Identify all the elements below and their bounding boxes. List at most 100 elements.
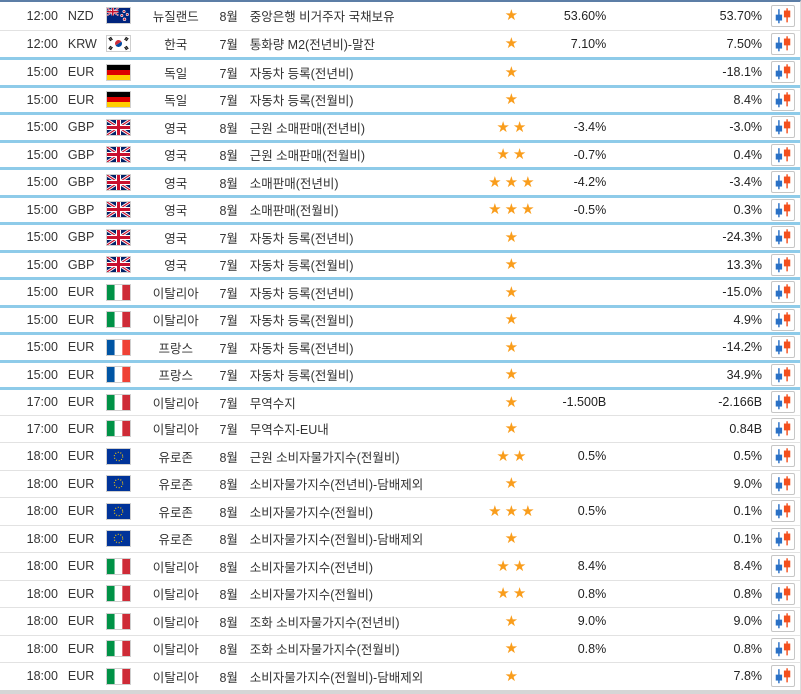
open-chart-button[interactable] <box>770 171 795 194</box>
event-name-link[interactable]: 자동차 등록(전년비) <box>249 231 354 246</box>
importance-stars: ★★★ <box>465 504 560 519</box>
candlestick-chart-icon <box>775 668 790 684</box>
open-chart-button[interactable] <box>770 610 795 633</box>
event-row[interactable]: 15:00 EUR 프랑스 7월 자동차 등록(전월비) ★ 34.9% <box>0 359 800 387</box>
event-row[interactable]: 17:00 EUR 이탈리아 7월 무역수지-EU내 ★ 0.84B <box>0 414 800 442</box>
event-name-link[interactable]: 소비자물가지수(전월비) <box>249 505 374 520</box>
event-row[interactable]: 12:00 NZD 뉴질랜드 8월 중앙은행 비거주자 국채보유 ★ 53.60… <box>0 2 800 30</box>
event-row[interactable]: 18:00 EUR 유로존 8월 소비자물가지수(전월비) ★★★ 0.5% 0… <box>0 497 800 525</box>
country-flag <box>100 530 138 548</box>
open-chart-button[interactable] <box>770 582 795 605</box>
open-chart-button[interactable] <box>770 637 795 660</box>
open-chart-button[interactable] <box>770 363 795 386</box>
event-name-link[interactable]: 소매판매(전년비) <box>249 176 339 191</box>
previous-value: 0.1% <box>733 531 763 546</box>
event-row[interactable]: 15:00 GBP 영국 7월 자동차 등록(전년비) ★ -24.3% <box>0 222 800 250</box>
event-name-link[interactable]: 소비자물가지수(전월비) <box>249 588 374 603</box>
event-row[interactable]: 15:00 EUR 독일 7월 자동차 등록(전월비) ★ 8.4% <box>0 84 800 112</box>
event-name-link[interactable]: 통화량 M2(전년비)-말잔 <box>249 38 376 53</box>
importance-stars: ★★ <box>465 449 560 464</box>
open-chart-button[interactable] <box>770 4 795 27</box>
importance-star-icon: ★ <box>504 257 522 273</box>
previous-value: -3.4% <box>729 175 763 190</box>
event-row[interactable]: 18:00 EUR 이탈리아 8월 소비자물가지수(전년비) ★★ 8.4% 8… <box>0 552 800 580</box>
event-row[interactable]: 18:00 EUR 이탈리아 8월 소비자물가지수(전월비)-담배제외 ★ 7.… <box>0 662 800 690</box>
flag-icon-nz <box>106 7 132 25</box>
event-name-link[interactable]: 근원 소매판매(전년비) <box>249 121 366 136</box>
open-chart-button[interactable] <box>770 61 795 84</box>
importance-star-icon: ★ <box>504 641 522 657</box>
open-chart-button[interactable] <box>770 336 795 359</box>
country-flag <box>100 612 138 630</box>
open-chart-button[interactable] <box>770 143 795 166</box>
open-chart-button[interactable] <box>770 527 795 550</box>
event-row[interactable]: 18:00 EUR 이탈리아 8월 조화 소비자물가지수(전월비) ★ 0.8%… <box>0 634 800 662</box>
event-name-link[interactable]: 자동차 등록(전월비) <box>249 314 354 329</box>
event-row[interactable]: 15:00 EUR 프랑스 7월 자동차 등록(전년비) ★ -14.2% <box>0 332 800 360</box>
open-chart-button[interactable] <box>770 226 795 249</box>
event-name-link[interactable]: 자동차 등록(전년비) <box>249 341 354 356</box>
open-chart-button[interactable] <box>770 665 795 688</box>
event-row[interactable]: 15:00 GBP 영국 8월 소매판매(전년비) ★★★ -4.2% -3.4… <box>0 167 800 195</box>
event-row[interactable]: 15:00 GBP 영국 8월 근원 소매판매(전월비) ★★ -0.7% 0.… <box>0 139 800 167</box>
event-name-link[interactable]: 자동차 등록(전월비) <box>249 94 354 109</box>
open-chart-button[interactable] <box>770 308 795 331</box>
country-name: 유로존 <box>158 533 194 548</box>
event-row[interactable]: 18:00 EUR 유로존 8월 소비자물가지수(전월비)-담배제외 ★ 0.1… <box>0 524 800 552</box>
country-flag <box>100 640 138 658</box>
flag-icon-de <box>106 91 132 109</box>
event-name-link[interactable]: 근원 소비자물가지수(전월비) <box>249 450 400 465</box>
country-name: 영국 <box>164 121 188 136</box>
importance-star-icon: ★ <box>512 119 530 135</box>
open-chart-button[interactable] <box>770 281 795 304</box>
event-row[interactable]: 18:00 EUR 유로존 8월 근원 소비자물가지수(전월비) ★★ 0.5%… <box>0 442 800 470</box>
country-flag <box>100 366 138 384</box>
event-row[interactable]: 15:00 EUR 독일 7월 자동차 등록(전년비) ★ -18.1% <box>0 57 800 85</box>
event-name-link[interactable]: 소비자물가지수(전월비)-담배제외 <box>249 533 424 548</box>
event-name-link[interactable]: 소비자물가지수(전년비) <box>249 560 374 575</box>
event-name-link[interactable]: 무역수지 <box>249 396 296 411</box>
previous-value: 0.84B <box>729 421 763 436</box>
open-chart-button[interactable] <box>770 116 795 139</box>
event-row[interactable]: 18:00 EUR 이탈리아 8월 조화 소비자물가지수(전년비) ★ 9.0%… <box>0 607 800 635</box>
event-name-link[interactable]: 자동차 등록(전년비) <box>249 286 354 301</box>
event-name-link[interactable]: 근원 소매판매(전월비) <box>249 149 366 164</box>
event-name-link[interactable]: 소매판매(전월비) <box>249 204 339 219</box>
report-month: 7월 <box>219 369 238 384</box>
event-row[interactable]: 15:00 EUR 이탈리아 7월 자동차 등록(전년비) ★ -15.0% <box>0 277 800 305</box>
event-time: 15:00 <box>26 340 58 355</box>
open-chart-button[interactable] <box>770 253 795 276</box>
open-chart-button[interactable] <box>770 472 795 495</box>
currency-code: EUR <box>67 531 95 546</box>
open-chart-button[interactable] <box>770 555 795 578</box>
event-row[interactable]: 17:00 EUR 이탈리아 7월 무역수지 ★ -1.500B -2.166B <box>0 387 800 415</box>
report-month: 8월 <box>219 560 238 575</box>
event-row[interactable]: 15:00 EUR 이탈리아 7월 자동차 등록(전월비) ★ 4.9% <box>0 304 800 332</box>
event-time: 12:00 <box>26 8 58 23</box>
event-name-link[interactable]: 중앙은행 비거주자 국채보유 <box>249 10 395 25</box>
currency-code: EUR <box>67 285 95 300</box>
open-chart-button[interactable] <box>770 32 795 55</box>
event-name-link[interactable]: 소비자물가지수(전월비)-담배제외 <box>249 670 424 685</box>
event-row[interactable]: 15:00 GBP 영국 7월 자동차 등록(전월비) ★ 13.3% <box>0 249 800 277</box>
event-row[interactable]: 15:00 GBP 영국 8월 소매판매(전월비) ★★★ -0.5% 0.3% <box>0 194 800 222</box>
event-name-link[interactable]: 소비자물가지수(전년비)-담배제외 <box>249 478 424 493</box>
event-name-link[interactable]: 자동차 등록(전월비) <box>249 369 354 384</box>
open-chart-button[interactable] <box>770 500 795 523</box>
event-row[interactable]: 18:00 EUR 유로존 8월 소비자물가지수(전년비)-담배제외 ★ 9.0… <box>0 469 800 497</box>
event-name-link[interactable]: 무역수지-EU내 <box>249 423 329 438</box>
event-name-link[interactable]: 조화 소비자물가지수(전월비) <box>249 643 400 658</box>
event-name-link[interactable]: 자동차 등록(전월비) <box>249 259 354 274</box>
report-month: 7월 <box>219 396 238 411</box>
open-chart-button[interactable] <box>770 391 795 414</box>
event-row[interactable]: 12:00 KRW 한국 7월 통화량 M2(전년비)-말잔 ★ 7.10% 7… <box>0 29 800 57</box>
event-name-link[interactable]: 자동차 등록(전년비) <box>249 66 354 81</box>
open-chart-button[interactable] <box>770 417 795 440</box>
open-chart-button[interactable] <box>770 445 795 468</box>
importance-star-icon: ★ <box>496 558 513 574</box>
event-row[interactable]: 18:00 EUR 이탈리아 8월 소비자물가지수(전월비) ★★ 0.8% 0… <box>0 579 800 607</box>
open-chart-button[interactable] <box>770 88 795 111</box>
event-name-link[interactable]: 조화 소비자물가지수(전년비) <box>249 615 400 630</box>
event-row[interactable]: 15:00 GBP 영국 8월 근원 소매판매(전년비) ★★ -3.4% -3… <box>0 112 800 140</box>
open-chart-button[interactable] <box>770 198 795 221</box>
